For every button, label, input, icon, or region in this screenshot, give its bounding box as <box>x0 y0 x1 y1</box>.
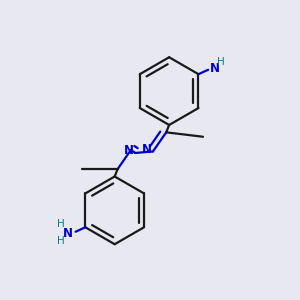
Text: N: N <box>142 142 152 156</box>
Text: N: N <box>124 144 134 157</box>
Text: H: H <box>217 56 225 67</box>
Text: H: H <box>57 219 65 229</box>
Text: N: N <box>63 227 73 240</box>
Text: N: N <box>210 62 220 75</box>
Text: H: H <box>57 236 65 245</box>
